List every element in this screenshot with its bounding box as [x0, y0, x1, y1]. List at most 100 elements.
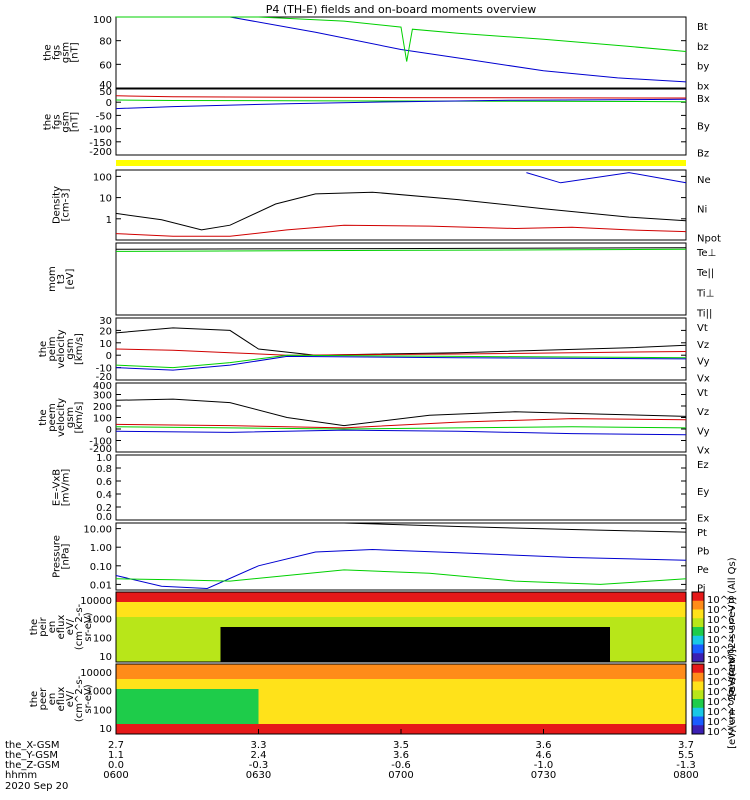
heat-cell: [458, 642, 468, 648]
heat-cell: [638, 612, 649, 618]
heat-cell: [220, 632, 231, 638]
heat-cell: [420, 612, 430, 618]
heat-cell: [420, 704, 430, 710]
heat-cell: [391, 704, 402, 710]
legend-peim_velocity: Vy: [697, 357, 710, 368]
heat-cell: [553, 597, 563, 603]
heat-cell: [144, 729, 155, 735]
heat-cell: [629, 729, 639, 735]
heat-cell: [581, 647, 592, 653]
heat-cell: [524, 622, 535, 628]
heat-cell: [306, 724, 316, 730]
heat-cell: [524, 719, 535, 725]
heat-cell: [486, 637, 497, 643]
heat-cell: [144, 679, 155, 685]
heat-cell: [553, 699, 563, 705]
heat-cell: [287, 602, 297, 608]
heat-cell: [306, 674, 316, 680]
heat-cell: [534, 684, 544, 690]
heat-cell: [657, 617, 668, 623]
heat-cell: [591, 612, 601, 618]
heat-cell: [591, 679, 601, 685]
heat-cell: [610, 674, 620, 680]
heat-cell: [515, 699, 525, 705]
heat-cell: [496, 642, 506, 648]
heat-cell: [515, 704, 525, 710]
heat-cell: [239, 647, 250, 653]
heat-cell: [410, 602, 421, 608]
heat-cell: [591, 617, 601, 623]
heat-cell: [325, 622, 335, 628]
heat-cell: [401, 607, 411, 613]
heat-cell: [144, 694, 155, 700]
heat-cell: [211, 709, 221, 715]
heat-cell: [619, 607, 630, 613]
heat-cell: [496, 602, 506, 608]
heat-cell: [135, 612, 145, 618]
heat-cell: [657, 652, 668, 658]
heat-cell: [524, 632, 535, 638]
heat-cell: [372, 684, 383, 690]
heat-cell: [268, 664, 278, 670]
heat-cell: [296, 719, 307, 725]
heat-cell: [610, 669, 620, 675]
heat-cell: [591, 724, 601, 730]
heat-cell: [249, 709, 259, 715]
heat-cell: [249, 647, 259, 653]
heat-cell: [581, 689, 592, 695]
heat-cell: [334, 617, 345, 623]
heat-cell: [515, 622, 525, 628]
heat-cell: [353, 637, 364, 643]
heat-cell: [401, 694, 411, 700]
heat-cell: [543, 709, 554, 715]
heat-cell: [382, 637, 392, 643]
heat-cell: [562, 607, 573, 613]
heat-cell: [182, 637, 193, 643]
heat-cell: [657, 704, 668, 710]
heat-cell: [211, 622, 221, 628]
heat-cell: [192, 612, 202, 618]
heat-cell: [610, 704, 620, 710]
heat-cell: [296, 729, 307, 735]
heat-cell: [154, 617, 164, 623]
heat-cell: [496, 674, 506, 680]
heat-cell: [325, 637, 335, 643]
heat-cell: [296, 642, 307, 648]
heat-cell: [239, 622, 250, 628]
heat-cell: [591, 674, 601, 680]
heat-cell: [268, 724, 278, 730]
heat-cell: [648, 669, 658, 675]
heat-cell: [382, 674, 392, 680]
heat-cell: [391, 647, 402, 653]
heat-cell: [287, 612, 297, 618]
heat-cell: [258, 679, 269, 685]
heat-cell: [211, 724, 221, 730]
heat-cell: [515, 709, 525, 715]
heat-cell: [676, 647, 687, 653]
heat-cell: [325, 642, 335, 648]
heat-cell: [534, 592, 544, 598]
legend-peem_velocity: Vx: [697, 446, 710, 457]
heat-cell: [220, 684, 231, 690]
heat-cell: [144, 632, 155, 638]
heat-cell: [277, 704, 288, 710]
heat-cell: [363, 627, 373, 633]
heat-cell: [467, 689, 478, 695]
heat-cell: [353, 679, 364, 685]
heat-cell: [315, 719, 326, 725]
heat-cell: [163, 669, 174, 675]
heat-cell: [657, 632, 668, 638]
heat-cell: [211, 617, 221, 623]
heat-cell: [581, 694, 592, 700]
heat-cell: [667, 592, 677, 598]
heat-cell: [515, 602, 525, 608]
heat-cell: [515, 647, 525, 653]
heat-cell: [344, 694, 354, 700]
heat-cell: [144, 664, 155, 670]
heat-cell: [163, 689, 174, 695]
heat-cell: [363, 694, 373, 700]
heat-cell: [553, 612, 563, 618]
heat-cell: [505, 674, 516, 680]
legend-pressure: Pt: [697, 528, 707, 539]
